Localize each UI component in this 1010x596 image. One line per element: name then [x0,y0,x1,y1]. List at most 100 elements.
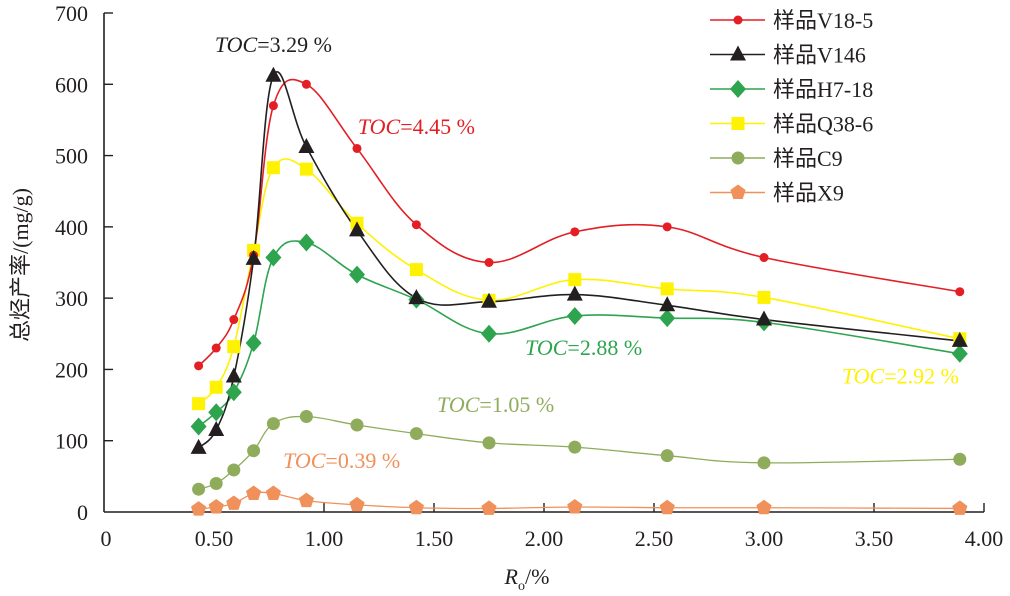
toc-annotations: TOC=3.29 % TOC=4.45 % TOC=2.88 % TOC=2.92 %… [215,32,959,473]
x-tick-label: 3.50 [855,526,894,551]
data-point [208,403,225,422]
data-point [245,334,262,353]
data-point [208,421,225,437]
legend-item: 样品V18-5 [710,8,873,33]
legend-marker [731,151,745,165]
data-point [352,143,362,153]
data-point [299,409,313,423]
data-point [568,440,582,454]
x-tick-label: 2.00 [525,526,564,551]
data-point [245,249,262,265]
data-point [756,499,772,515]
data-point [349,265,365,284]
data-point [211,343,221,353]
data-point [409,263,423,277]
toc-label: TOC=4.45 % [358,114,475,139]
legend-label: 样品X9 [773,181,844,206]
data-point [409,427,423,441]
x-tick-label: 1.50 [415,526,454,551]
data-point [192,482,206,496]
data-point [566,285,583,301]
y-tick-label: 300 [55,286,88,311]
data-point [484,258,494,267]
data-point [266,417,280,431]
data-point [481,292,497,308]
legend-marker [731,117,745,130]
data-point [209,476,223,490]
toc-label: TOC=2.88 % [525,335,642,360]
legend-item: 样品Q38-6 [710,112,873,137]
legend-item: 样品X9 [710,181,844,206]
series-markers-group [194,79,965,371]
data-point [659,499,675,515]
toc-label: TOC=0.39 % [283,448,400,473]
data-point [265,66,282,82]
x-tick-label: 2.50 [635,526,674,551]
data-point [757,456,771,470]
data-point [349,496,365,512]
data-point [266,161,280,175]
legend-marker [730,80,746,98]
x-tick-label: 0 [101,526,112,551]
data-point [226,495,242,510]
data-point [350,418,364,432]
series-line [198,240,960,428]
legend-label: 样品V146 [773,43,866,68]
data-point [659,296,676,312]
data-point [190,501,207,516]
data-point [955,287,965,297]
data-point [301,79,311,89]
toc-label: TOC=1.05 % [437,392,554,417]
axis-ticks: 0 100 200 300 400 500 600 700 0 0.50 1.00 1.50 2.00 2… [55,1,1003,551]
y-axis-title: 总烃产率/(mg/g) [8,188,33,342]
data-point [567,499,583,514]
data-point [411,220,421,230]
series-markers-group [190,485,968,516]
legend: 样品V18-5 样品V146 样品H7-18 样品Q38-6 样品C9 样品X9 [710,8,873,206]
y-tick-label: 200 [55,357,88,382]
data-point [408,499,425,515]
data-point [265,248,282,267]
data-point [209,380,223,394]
legend-label: 样品V18-5 [773,8,873,33]
x-tick-label: 4.00 [965,526,1004,551]
y-tick-label: 500 [55,144,88,169]
y-tick-label: 600 [55,72,88,97]
data-point [298,492,315,508]
legend-label: 样品C9 [773,146,843,171]
data-point [298,233,315,252]
data-point [660,282,674,296]
data-point [660,449,674,463]
data-point [951,331,968,347]
data-point [482,436,496,450]
data-point [227,340,241,354]
data-point [953,452,967,466]
data-point [194,361,204,371]
series-line [198,158,960,405]
x-axis-title: Ro/% [504,564,550,594]
data-point [227,463,241,477]
data-point [298,138,315,154]
legend-label: 样品Q38-6 [773,112,873,137]
data-point [659,309,676,328]
data-point [756,310,772,326]
y-tick-label: 400 [55,215,88,240]
data-point [481,324,497,343]
series-markers [190,66,968,516]
legend-item: 样品H7-18 [710,77,873,102]
legend-item: 样品C9 [710,146,843,171]
toc-label: TOC=3.29 % [215,32,332,57]
data-point [190,417,207,436]
data-point [481,500,497,515]
data-point [757,290,771,304]
legend-marker [730,45,746,61]
data-point [952,500,968,515]
x-tick-label: 3.00 [745,526,784,551]
data-point [662,222,672,232]
x-tick-label: 0.50 [195,526,234,551]
y-tick-label: 0 [77,500,88,525]
legend-item: 样品V146 [710,43,866,68]
data-point [349,221,365,237]
y-tick-label: 700 [55,1,88,26]
